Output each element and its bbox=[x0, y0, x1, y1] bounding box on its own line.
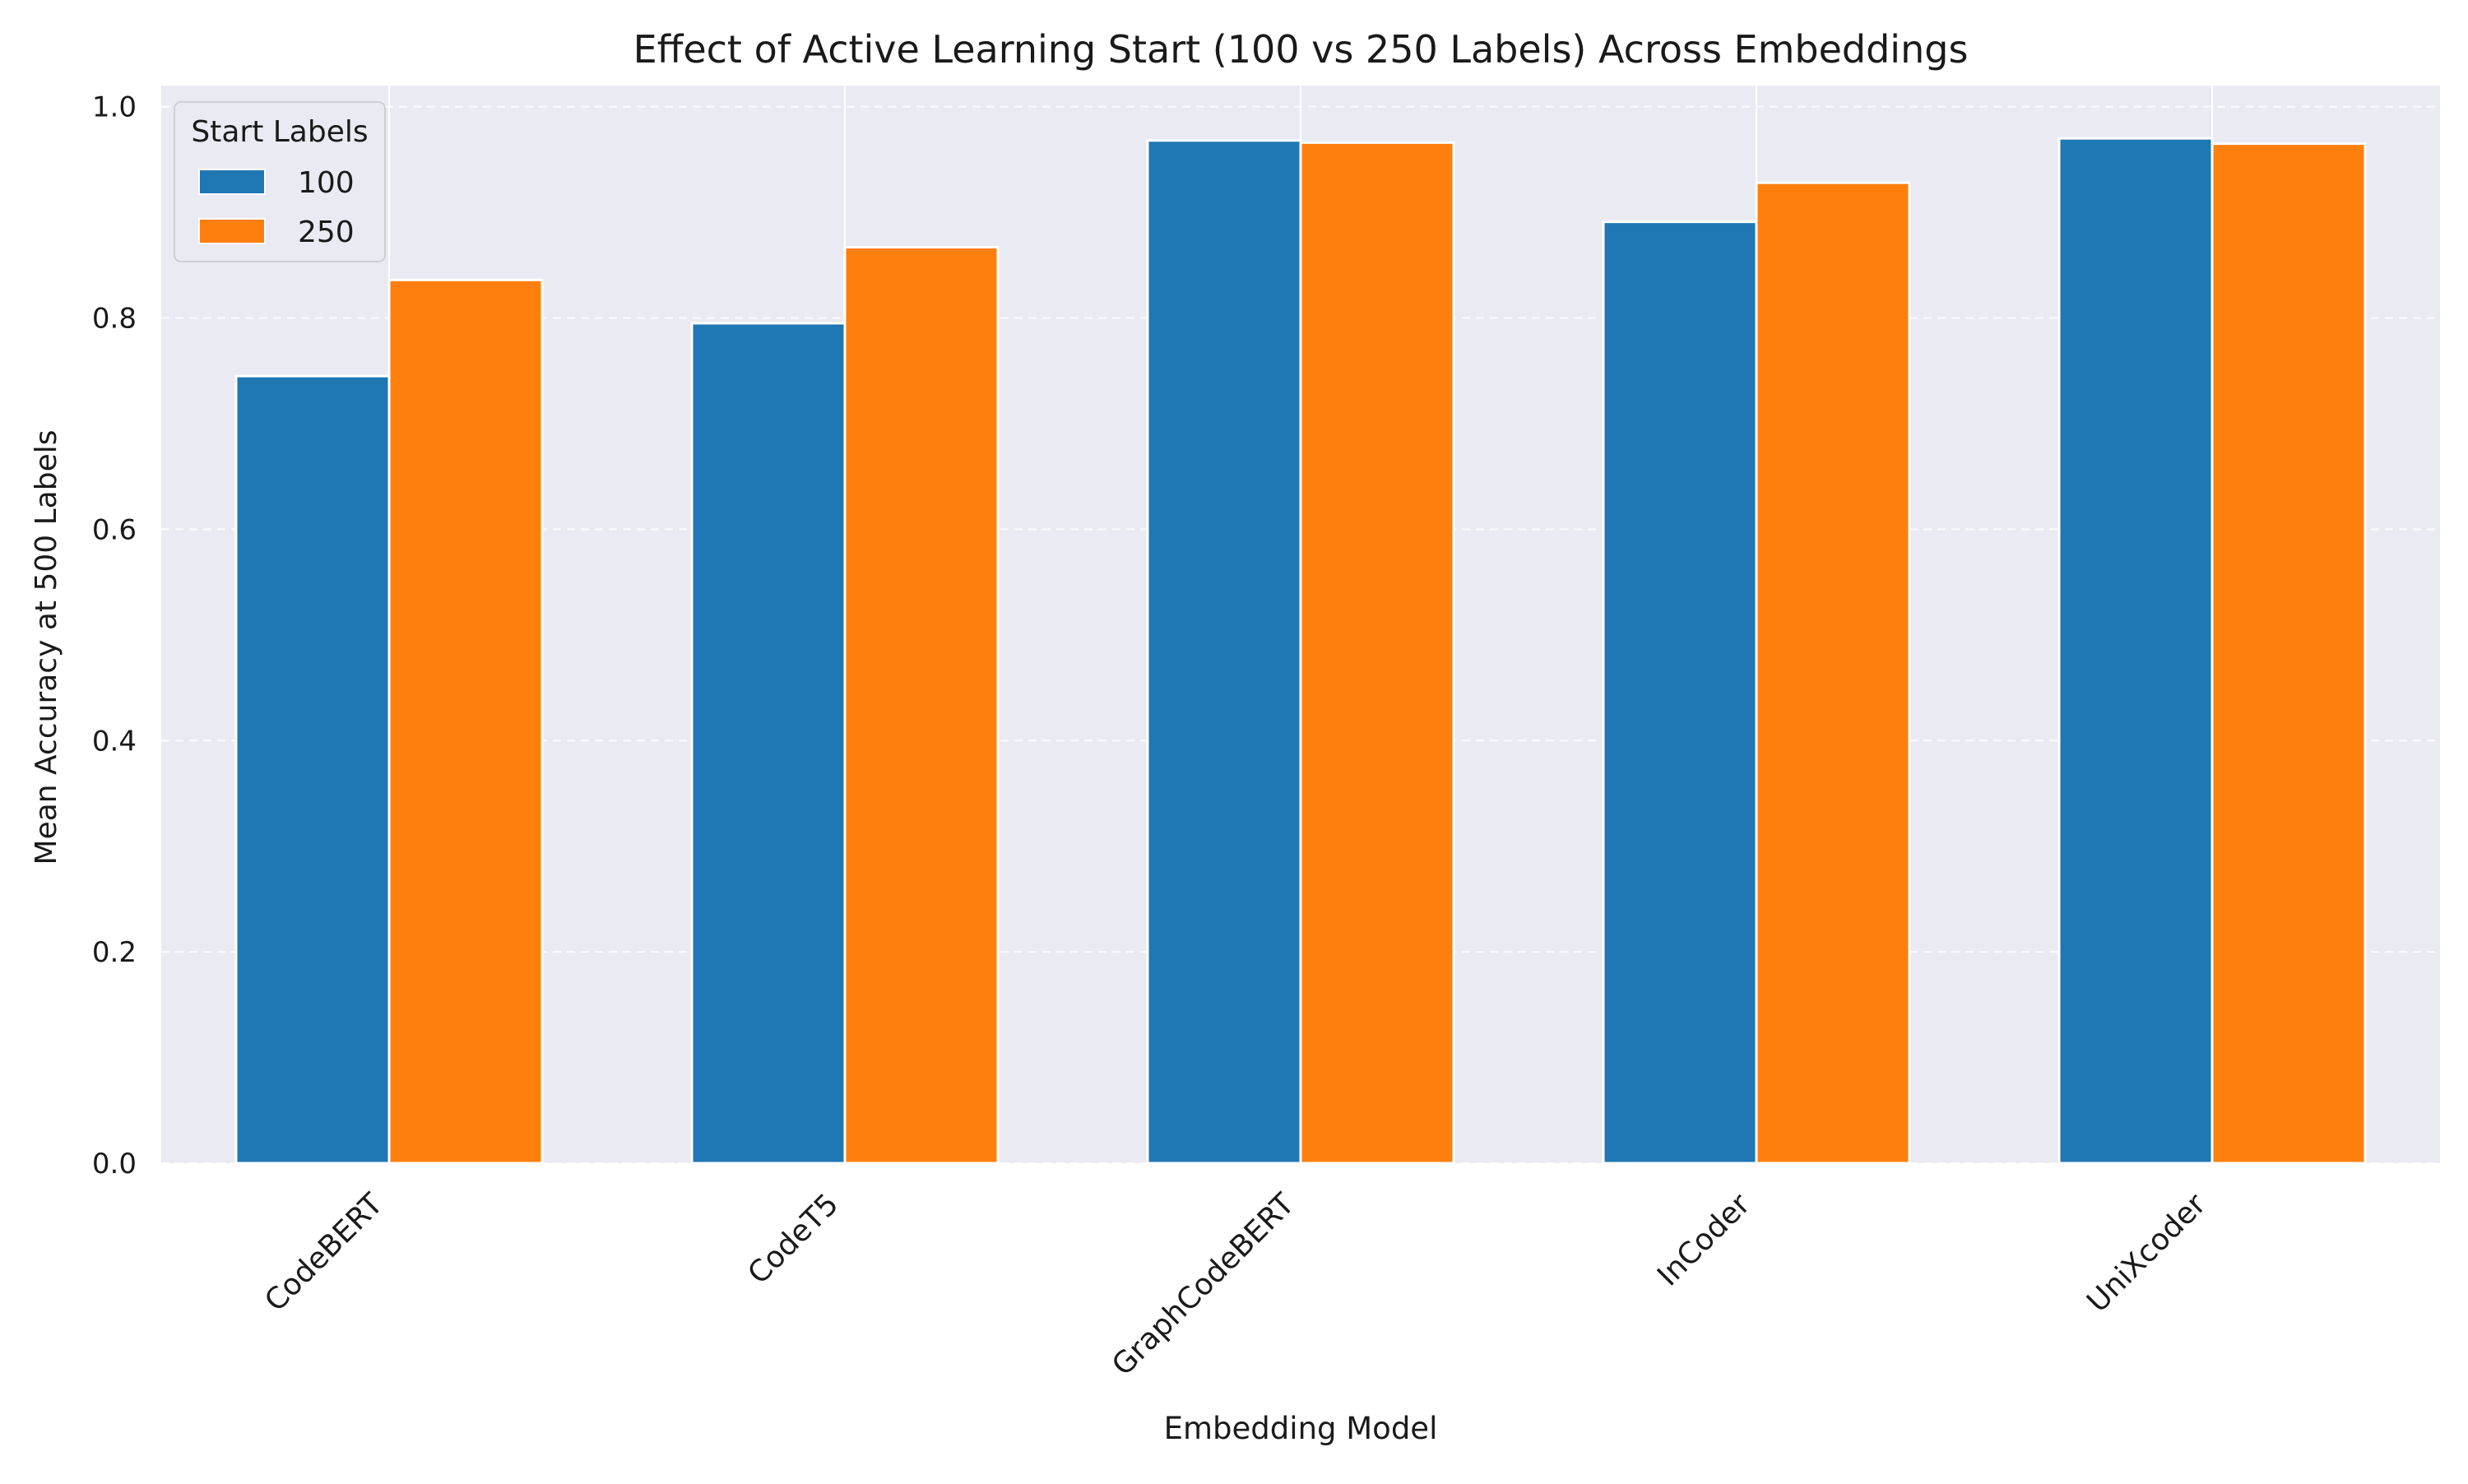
legend-label-250: 250 bbox=[298, 216, 355, 249]
x-axis-label: Embedding Model bbox=[1164, 1411, 1438, 1446]
bar-250-graphcodebert bbox=[1299, 141, 1455, 1165]
y-tick-label: 0.0 bbox=[92, 1148, 137, 1180]
legend-swatch-100 bbox=[198, 169, 266, 195]
bar-100-codebert bbox=[234, 374, 391, 1165]
y-tick-label: 0.8 bbox=[92, 303, 137, 336]
y-tick-label: 1.0 bbox=[92, 91, 137, 124]
x-tick-label: GraphCodeBERT bbox=[1106, 1187, 1301, 1383]
legend-label-100: 100 bbox=[298, 166, 355, 200]
bar-100-graphcodebert bbox=[1146, 139, 1302, 1165]
bar-250-unixcoder bbox=[2211, 142, 2367, 1165]
legend-swatch-250 bbox=[198, 218, 266, 244]
chart-title: Effect of Active Learning Start (100 vs … bbox=[633, 27, 1969, 72]
bar-100-codet5 bbox=[690, 322, 847, 1165]
y-axis-label: Mean Accuracy at 500 Labels bbox=[30, 430, 63, 865]
x-tick-label: InCoder bbox=[1651, 1187, 1756, 1292]
y-tick-label: 0.2 bbox=[92, 936, 137, 969]
y-axis-ticks: 0.0 0.2 0.4 0.6 0.8 1.0 bbox=[92, 91, 137, 1180]
x-tick-label: UniXcoder bbox=[2081, 1187, 2212, 1319]
bar-250-incoder bbox=[1755, 181, 1911, 1165]
legend-title: Start Labels bbox=[191, 115, 368, 149]
bar-250-codebert bbox=[387, 278, 544, 1165]
bar-100-unixcoder bbox=[2057, 137, 2214, 1165]
bar-250-codet5 bbox=[843, 246, 1000, 1165]
y-tick-label: 0.4 bbox=[92, 725, 137, 758]
x-axis-ticks: CodeBERT CodeT5 GraphCodeBERT InCoder UniXco… bbox=[258, 1187, 2212, 1383]
bar-100-incoder bbox=[1602, 220, 1758, 1165]
x-tick-label: CodeBERT bbox=[258, 1187, 390, 1319]
y-tick-label: 0.6 bbox=[92, 513, 137, 546]
bars bbox=[234, 137, 2367, 1165]
x-tick-label: CodeT5 bbox=[741, 1187, 845, 1291]
